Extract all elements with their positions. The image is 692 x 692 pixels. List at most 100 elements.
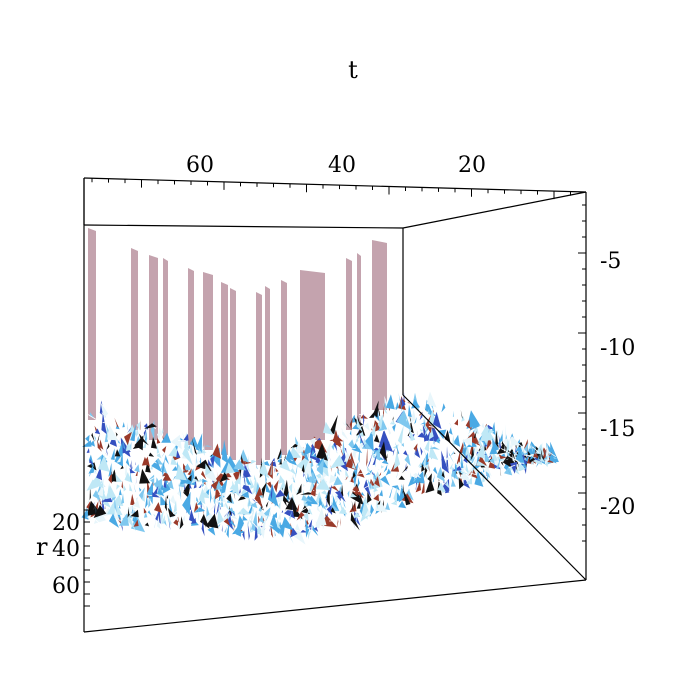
surface-facet — [182, 515, 185, 521]
surface-facet — [333, 476, 343, 486]
spike — [265, 286, 270, 460]
surface-facet — [349, 417, 353, 431]
surface-facet — [313, 527, 319, 532]
surface-facet — [261, 461, 270, 466]
surface-facet — [482, 434, 486, 449]
surface-facet — [223, 518, 230, 526]
surface-facet — [145, 460, 151, 473]
surface-facet — [241, 454, 243, 462]
surface-facet — [385, 468, 391, 476]
surface-facet — [533, 450, 539, 458]
surface-facet — [453, 452, 456, 455]
surface-facet — [342, 421, 347, 427]
surface-facet — [356, 417, 363, 433]
surface-facet — [357, 477, 360, 488]
surface-facet — [368, 480, 375, 489]
surface-facet — [305, 442, 309, 459]
surface-facet — [166, 512, 172, 527]
surface-facet — [400, 436, 403, 450]
surface-facet — [329, 414, 338, 435]
surface-facet — [441, 403, 446, 413]
surface-facet — [330, 465, 332, 473]
surface-facet — [256, 510, 269, 519]
surface-facet — [367, 452, 373, 469]
surface-facet — [184, 432, 190, 452]
mesh-line — [548, 451, 556, 458]
surface-facet — [488, 454, 492, 458]
surface-facet — [455, 471, 458, 474]
surface-facet — [108, 462, 112, 477]
surface-facet — [414, 417, 417, 425]
surface-facet — [398, 393, 402, 412]
surface-facet — [534, 450, 536, 455]
surface-facet — [253, 474, 256, 481]
surface-facet — [429, 446, 440, 450]
surface-facet — [106, 446, 108, 456]
surface-facet — [198, 483, 202, 488]
surface-facet — [291, 473, 294, 480]
surface-facet — [154, 515, 156, 529]
surface-facet — [366, 446, 368, 467]
surface-facet — [450, 479, 456, 487]
surface-facet — [303, 510, 306, 523]
surface-facet — [111, 477, 114, 483]
surface-facet — [288, 483, 293, 494]
surface-facet — [294, 463, 298, 479]
frame-edge — [83, 579, 587, 633]
surface-facet — [504, 423, 506, 448]
surface-facet — [156, 515, 161, 530]
surface-facet — [218, 491, 227, 497]
surface-facet — [130, 424, 136, 442]
surface-facet — [392, 444, 399, 449]
surface-facet — [424, 429, 427, 437]
surface-facet — [268, 524, 274, 527]
surface-facet — [495, 430, 499, 448]
surface-facet — [372, 454, 377, 466]
surface-facet — [305, 518, 310, 538]
surface-facet — [258, 468, 261, 475]
surface-facet — [296, 503, 300, 512]
surface-facet — [275, 489, 285, 498]
surface-facet — [258, 515, 260, 524]
surface-facet — [359, 494, 360, 498]
spike — [346, 258, 352, 430]
surface-facet — [524, 442, 529, 453]
surface-facet — [407, 402, 411, 404]
surface-facet — [369, 504, 374, 518]
surface-facet — [93, 504, 107, 518]
surface-facet — [165, 454, 169, 465]
surface-facet — [373, 434, 380, 443]
frame-edge — [83, 177, 587, 193]
surface-facet — [329, 455, 331, 462]
surface-facet — [414, 447, 416, 459]
surface-facet — [381, 459, 389, 465]
surface-facet — [412, 472, 422, 479]
surface-facet — [377, 413, 384, 430]
mesh-line — [228, 488, 231, 491]
surface-facet — [316, 443, 328, 461]
surface-facet — [391, 417, 395, 425]
surface-facet — [323, 421, 334, 435]
frame-edge — [402, 394, 587, 581]
surface-facet — [203, 481, 206, 486]
surface-facet — [292, 483, 299, 500]
surface-facet — [535, 443, 545, 455]
surface-facet — [424, 467, 428, 478]
surface-facet — [226, 523, 230, 528]
surface-facet — [307, 473, 310, 481]
surface-facet — [226, 515, 234, 530]
surface-facet — [478, 438, 483, 447]
surface-facet — [130, 441, 132, 451]
mesh-line — [95, 519, 103, 526]
surface-facet — [237, 507, 251, 515]
surface-facet — [349, 493, 357, 498]
surface-facet — [401, 465, 408, 474]
surface-facet — [356, 431, 364, 437]
surface-facet — [104, 441, 106, 447]
t-axis-label: t — [348, 56, 358, 84]
surface-facet — [499, 465, 502, 476]
surface-facet — [444, 429, 451, 444]
surface-facet — [514, 451, 517, 454]
surface-facet — [93, 469, 98, 475]
surface-facet — [212, 493, 215, 503]
